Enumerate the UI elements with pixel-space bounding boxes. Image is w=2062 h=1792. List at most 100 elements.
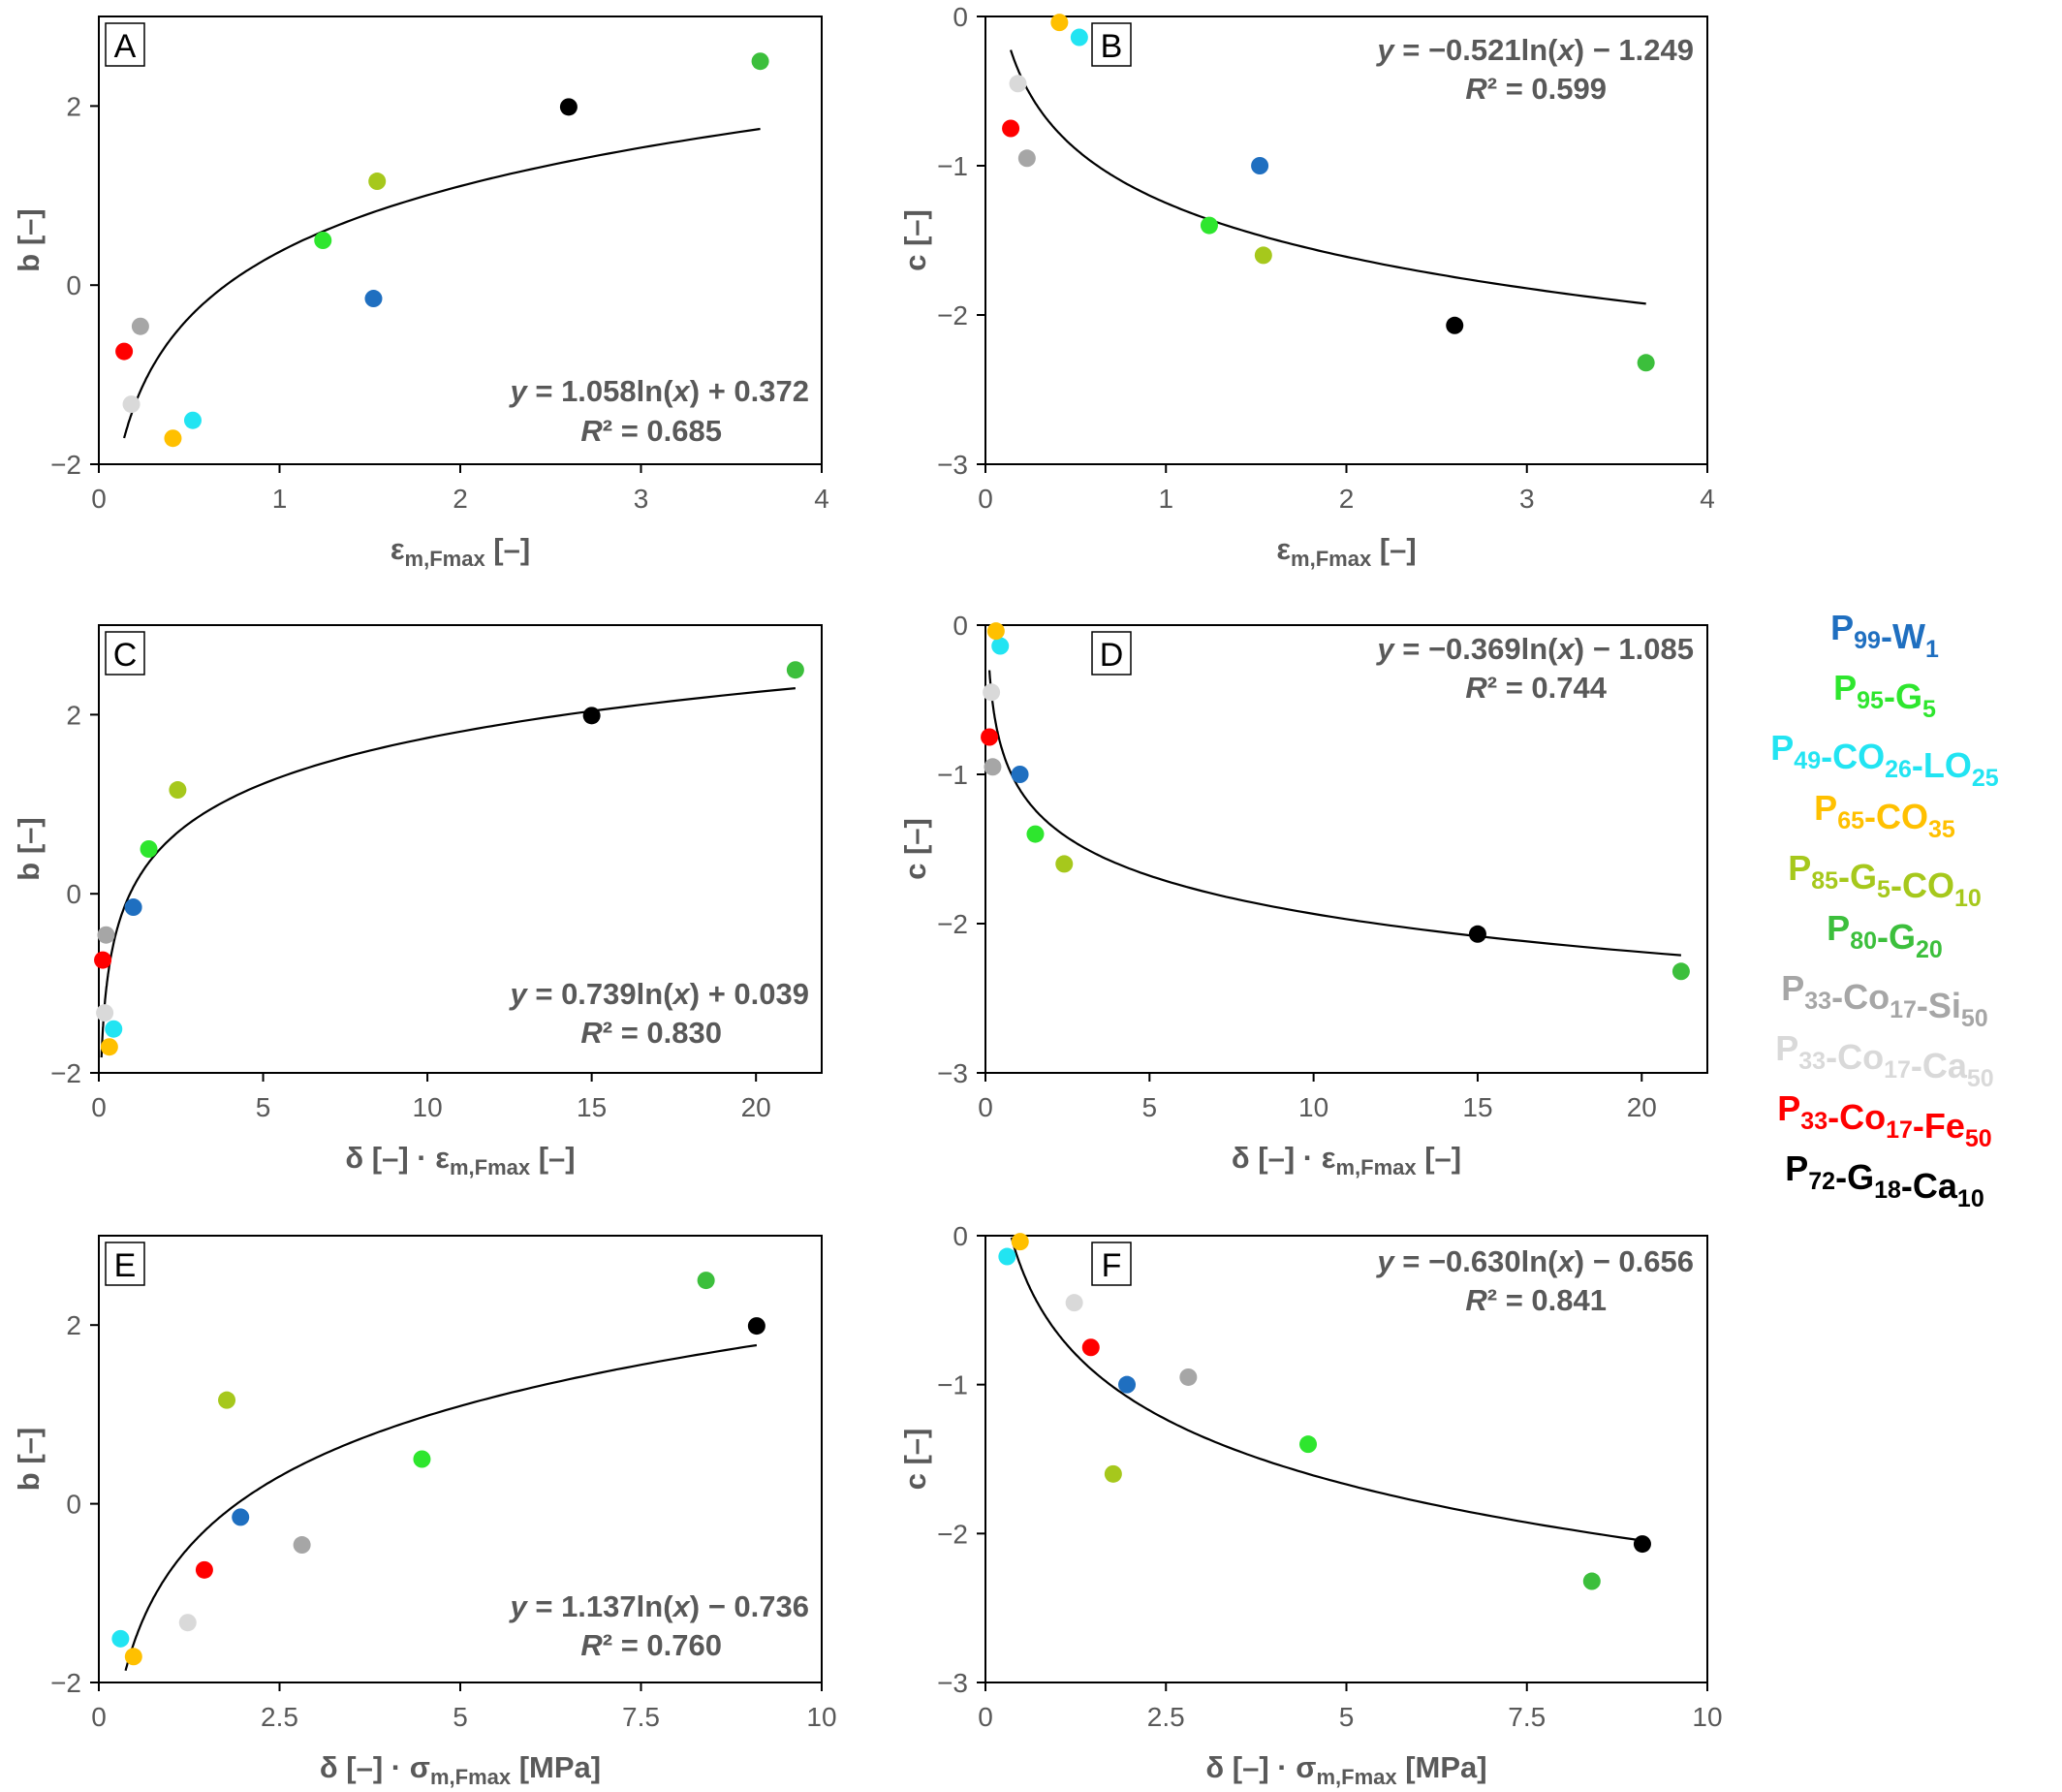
panel-letter: A: [114, 28, 137, 65]
data-point-p80-g20: [1671, 962, 1690, 981]
x-tick-label: 4: [814, 484, 829, 514]
data-point-p95-g5: [1200, 216, 1218, 235]
legend-entry: P95-G5: [1833, 668, 1936, 723]
chart-panel-b: 0 1 2 3 4 −3 −2 −1 0 εm,Fmax [–] c [–] y = −0.521ln…: [898, 2, 1715, 571]
x-tick-label: 10: [1692, 1702, 1722, 1732]
data-point-p33-co17-si50: [984, 758, 1002, 776]
x-tick-label: 2: [453, 484, 468, 514]
y-tick-label: −2: [50, 1058, 81, 1088]
data-point-p49-co26-lo25: [991, 637, 1010, 655]
y-tick-label: −2: [937, 909, 968, 939]
data-point-p49-co26-lo25: [1070, 28, 1088, 47]
data-point-p33-co17-ca50: [122, 395, 141, 414]
y-tick-label: −1: [937, 151, 968, 181]
data-point-p85-g5-co10: [1254, 246, 1272, 265]
data-point-p33-co17-ca50: [983, 683, 1001, 702]
legend-entry: P49-CO26-LO25: [1770, 728, 1999, 792]
data-point-p95-g5: [1026, 825, 1045, 843]
data-point-p33-co17-ca50: [96, 1004, 114, 1022]
data-point-p65-co35: [100, 1038, 118, 1056]
plot-area-frame: [984, 624, 1708, 1074]
data-point-p33-co17-ca50: [178, 1614, 197, 1632]
y-tick-label: −1: [937, 1370, 968, 1400]
fit-equation: y = 1.137ln(x) − 0.736: [508, 1589, 809, 1623]
x-tick-label: 2.5: [261, 1702, 298, 1732]
y-tick-label: −3: [937, 450, 968, 480]
x-tick-label: 7.5: [622, 1702, 660, 1732]
x-axis-label: εm,Fmax [–]: [391, 532, 530, 571]
data-point-p33-co17-si50: [1017, 149, 1036, 168]
x-tick-label: 4: [1700, 484, 1715, 514]
chart-panel-f: 0 2.5 5 7.5 10 −3 −2 −1 0 δ [–] · σm,Fmax [MPa] c …: [898, 1221, 1723, 1789]
y-tick-label: 0: [66, 879, 81, 909]
r-squared: R² = 0.599: [1465, 72, 1607, 106]
data-point-p80-g20: [697, 1272, 715, 1290]
x-axis-label: δ [–] · σm,Fmax [MPa]: [1205, 1750, 1486, 1789]
legend-entry: P33-Co17-Si50: [1781, 968, 1987, 1032]
chart-panel-a: 0 1 2 3 4 −2 0 2 εm,Fmax [–] b [–] y = 1.058ln(x) …: [12, 16, 829, 571]
data-point-p99-w1: [364, 290, 383, 308]
plot-area-frame: [98, 624, 823, 1074]
data-point-p49-co26-lo25: [183, 411, 202, 429]
x-tick-label: 1: [1158, 484, 1173, 514]
y-tick-label: −2: [937, 300, 968, 330]
fit-curve: [1010, 1237, 1643, 1542]
data-point-p95-g5: [140, 840, 158, 858]
y-tick-label: −2: [937, 1519, 968, 1549]
data-point-p95-g5: [413, 1450, 431, 1468]
legend-entry: P33-Co17-Fe50: [1777, 1088, 1991, 1152]
data-point-p33-co17-si50: [1179, 1368, 1198, 1386]
data-point-p33-co17-fe50: [115, 342, 134, 361]
data-point-p85-g5-co10: [1104, 1464, 1122, 1483]
y-tick-label: 0: [953, 1221, 968, 1251]
x-axis-label: εm,Fmax [–]: [1276, 532, 1416, 571]
x-tick-label: 0: [978, 1092, 993, 1122]
x-tick-label: 0: [978, 484, 993, 514]
data-point-p72-g18-ca10: [582, 707, 601, 725]
chart-panel-e: 0 2.5 5 7.5 10 −2 0 2 δ [–] · σm,Fmax [MPa] b [–]…: [12, 1235, 837, 1789]
x-tick-label: 10: [806, 1702, 836, 1732]
legend-entry: P65-CO35: [1814, 788, 1955, 843]
fit-equation: y = 1.058ln(x) + 0.372: [508, 374, 809, 408]
x-tick-label: 5: [256, 1092, 271, 1122]
x-tick-label: 5: [1142, 1092, 1158, 1122]
y-axis-label: b [–]: [12, 208, 46, 271]
x-tick-label: 20: [741, 1092, 771, 1122]
y-tick-label: −3: [937, 1058, 968, 1088]
fit-equation: y = 0.739ln(x) + 0.039: [508, 977, 809, 1011]
data-point-p85-g5-co10: [368, 173, 387, 191]
fit-curve: [100, 687, 797, 1058]
data-point-p33-co17-fe50: [1002, 119, 1020, 138]
data-point-p95-g5: [1299, 1435, 1318, 1454]
x-tick-label: 3: [634, 484, 649, 514]
y-tick-label: 0: [66, 1490, 81, 1520]
data-point-p85-g5-co10: [169, 781, 187, 800]
x-tick-label: 0: [91, 1092, 107, 1122]
chart-panel-c: 0 5 10 15 20 −2 0 2 δ [–] · εm,Fmax [–] b [–] y = …: [12, 624, 823, 1179]
data-point-p33-co17-fe50: [195, 1560, 213, 1579]
x-tick-label: 5: [1339, 1702, 1355, 1732]
data-point-p65-co35: [1011, 1233, 1029, 1251]
r-squared: R² = 0.744: [1465, 671, 1607, 705]
r-squared: R² = 0.760: [580, 1628, 722, 1662]
r-squared: R² = 0.685: [580, 414, 722, 448]
data-point-p49-co26-lo25: [111, 1629, 130, 1648]
x-tick-label: 20: [1627, 1092, 1657, 1122]
panel-letter-box: [1091, 631, 1132, 676]
panel-letter: B: [1101, 28, 1123, 65]
x-tick-label: 0: [978, 1702, 993, 1732]
r-squared: R² = 0.830: [580, 1016, 722, 1050]
x-axis-label: δ [–] · σm,Fmax [MPa]: [320, 1750, 601, 1789]
y-tick-label: 0: [66, 270, 81, 300]
x-tick-label: 7.5: [1508, 1702, 1546, 1732]
panel-letter-box: [1091, 22, 1132, 67]
y-tick-label: −1: [937, 760, 968, 790]
data-point-p33-co17-si50: [293, 1536, 311, 1555]
data-point-p80-g20: [786, 661, 804, 679]
data-point-p99-w1: [1118, 1375, 1137, 1394]
legend-entry: P85-G5-CO10: [1788, 848, 1982, 912]
y-axis-label: c [–]: [898, 1429, 932, 1491]
y-axis-label: b [–]: [12, 817, 46, 880]
data-point-p72-g18-ca10: [1468, 925, 1486, 943]
data-point-p65-co35: [124, 1648, 142, 1666]
